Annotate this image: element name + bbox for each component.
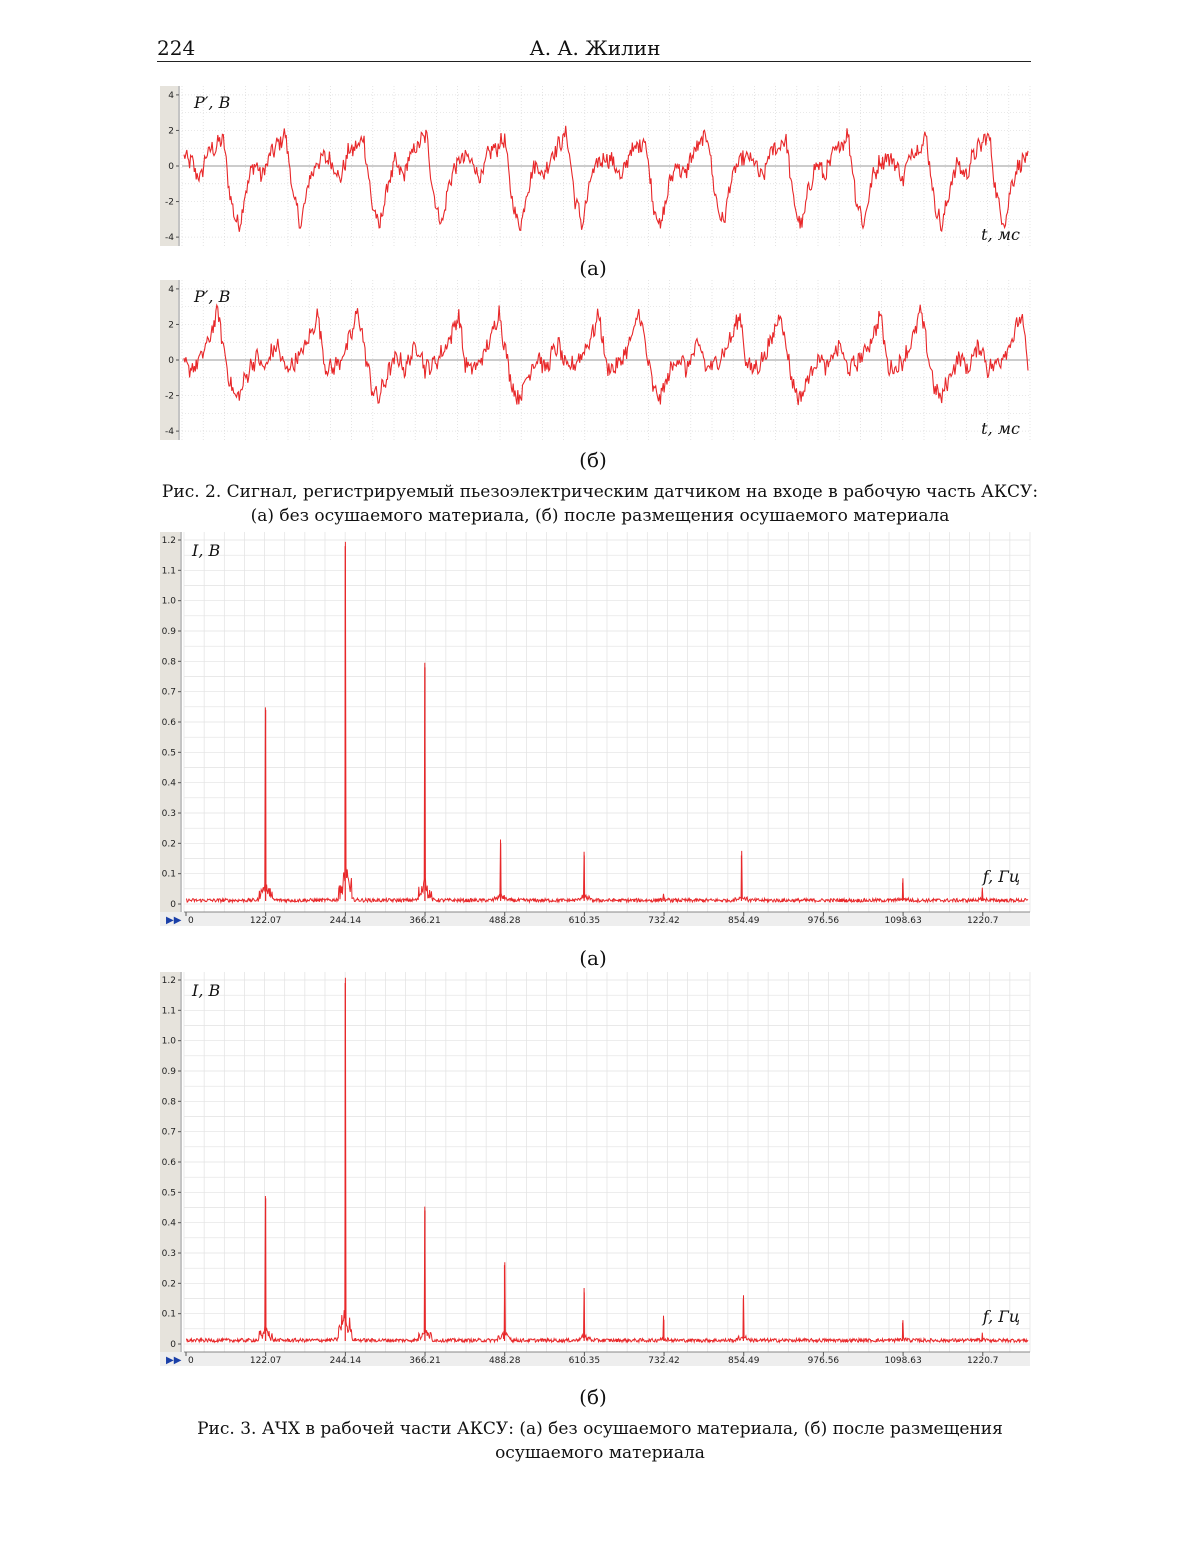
fig3-panel-b-label: (б) (563, 1385, 623, 1409)
y-tick-label: 4 (168, 285, 174, 295)
y-tick-label: 0.8 (162, 657, 177, 667)
scroll-arrows-icon: ▶▶ (166, 1355, 182, 1366)
y-tick-label: 0.5 (162, 1188, 176, 1198)
fig2a-chart: 4 2 0 -2 -4 P′, В t, мс (160, 86, 1030, 246)
fig2-panel-a-label: (а) (563, 256, 623, 280)
x-tick-label: 1098.63 (884, 916, 921, 926)
y-tick-label: 1.2 (162, 536, 176, 546)
x-tick-label: 488.28 (489, 1356, 521, 1366)
x-tick-label: 122.07 (250, 916, 282, 926)
y-tick-label: 0.1 (162, 1310, 176, 1320)
fig3a-chart: ▶▶ 1.2 1.1 1.0 0.9 0.8 0.7 0.6 0.5 0.4 0.3 0.2 0.1 0 0… (160, 532, 1030, 942)
y-tick-label: 4 (168, 91, 174, 101)
x-tick-label: 0 (188, 1356, 194, 1366)
fig2-panel-b-label: (б) (563, 448, 623, 472)
y-tick-label: 0.3 (162, 1249, 176, 1259)
y-tick-label: 1.1 (162, 1006, 176, 1016)
y-tick-label: 0 (168, 356, 174, 366)
y-tick-label: 1.0 (162, 1037, 177, 1047)
fig3-caption-line1: Рис. 3. АЧХ в рабочей части АКСУ: (а) бе… (140, 1417, 1060, 1441)
x-tick-label: 1220.7 (967, 1356, 999, 1366)
y-tick-label: 0.9 (162, 1067, 177, 1077)
x-tick-label: 610.35 (569, 1356, 601, 1366)
x-tick-label: 366.21 (409, 916, 441, 926)
x-tick-label: 244.14 (330, 1356, 362, 1366)
page-number: 224 (157, 36, 195, 60)
x-tick-label: 366.21 (409, 1356, 441, 1366)
x-tick-label: 488.28 (489, 916, 521, 926)
x-tick-label: 1220.7 (967, 916, 999, 926)
y-tick-label: 0.8 (162, 1097, 177, 1107)
y-tick-label: 0.3 (162, 809, 176, 819)
scroll-arrows-icon: ▶▶ (166, 915, 182, 926)
y-tick-label: 0.5 (162, 748, 176, 758)
x-tick-label: 1098.63 (884, 1356, 921, 1366)
x-axis-label: t, мс (981, 225, 1020, 244)
fig3b-chart: ▶▶ 1.2 1.1 1.0 0.9 0.8 0.7 0.6 0.5 0.4 0.3 0.2 0.1 0 0… (160, 972, 1030, 1382)
fig2-caption-line1: Рис. 2. Сигнал, регистрируемый пьезоэлек… (140, 480, 1060, 504)
x-axis-label: f, Гц (982, 867, 1020, 886)
y-tick-label: -2 (165, 392, 174, 402)
x-tick-label: 854.49 (728, 1356, 760, 1366)
header-rule (157, 61, 1031, 62)
y-tick-label: -4 (165, 233, 174, 243)
x-tick-label: 244.14 (330, 916, 362, 926)
x-tick-label: 854.49 (728, 916, 760, 926)
x-tick-label: 0 (188, 916, 194, 926)
y-tick-label: 1.1 (162, 566, 176, 576)
fig2b-chart: 4 2 0 -2 -4 P′, В t, мс (160, 280, 1030, 440)
y-tick-label: 0 (170, 900, 176, 910)
x-tick-label: 732.42 (648, 916, 680, 926)
running-author: А. А. Жилин (520, 36, 670, 60)
y-tick-label: 0 (170, 1340, 176, 1350)
x-tick-label: 976.56 (808, 916, 840, 926)
y-tick-label: 0.4 (162, 1219, 177, 1229)
y-tick-label: 0.6 (162, 1158, 177, 1168)
y-tick-label: 0 (168, 162, 174, 172)
y-tick-label: 0.4 (162, 779, 177, 789)
y-axis-label: P′, В (193, 287, 231, 306)
x-tick-label: 732.42 (648, 1356, 680, 1366)
y-tick-label: 1.0 (162, 597, 177, 607)
fig2-caption: Рис. 2. Сигнал, регистрируемый пьезоэлек… (140, 480, 1060, 528)
y-tick-label: 0.2 (162, 1279, 176, 1289)
y-tick-label: 2 (168, 126, 174, 136)
y-tick-label: 2 (168, 320, 174, 330)
y-tick-label: 0.1 (162, 870, 176, 880)
fig2-caption-line2: (а) без осушаемого материала, (б) после … (140, 504, 1060, 528)
x-tick-label: 122.07 (250, 1356, 282, 1366)
y-tick-label: 0.7 (162, 688, 176, 698)
x-axis-label: f, Гц (982, 1307, 1020, 1326)
y-tick-label: -4 (165, 427, 174, 437)
fig3-caption-line2: осушаемого материала (140, 1441, 1060, 1465)
x-tick-label: 610.35 (569, 916, 601, 926)
y-tick-label: 0.7 (162, 1128, 176, 1138)
fig3-panel-a-label: (а) (563, 946, 623, 970)
y-axis-label: I, В (191, 981, 220, 1000)
y-axis-label: I, В (191, 541, 220, 560)
y-axis-label: P′, В (193, 93, 231, 112)
y-tick-label: 0.2 (162, 839, 176, 849)
x-tick-label: 976.56 (808, 1356, 840, 1366)
y-tick-label: 0.9 (162, 627, 177, 637)
x-axis-label: t, мс (981, 419, 1020, 438)
y-tick-label: 1.2 (162, 976, 176, 986)
y-tick-label: 0.6 (162, 718, 177, 728)
y-tick-label: -2 (165, 198, 174, 208)
fig3-caption: Рис. 3. АЧХ в рабочей части АКСУ: (а) бе… (140, 1417, 1060, 1465)
